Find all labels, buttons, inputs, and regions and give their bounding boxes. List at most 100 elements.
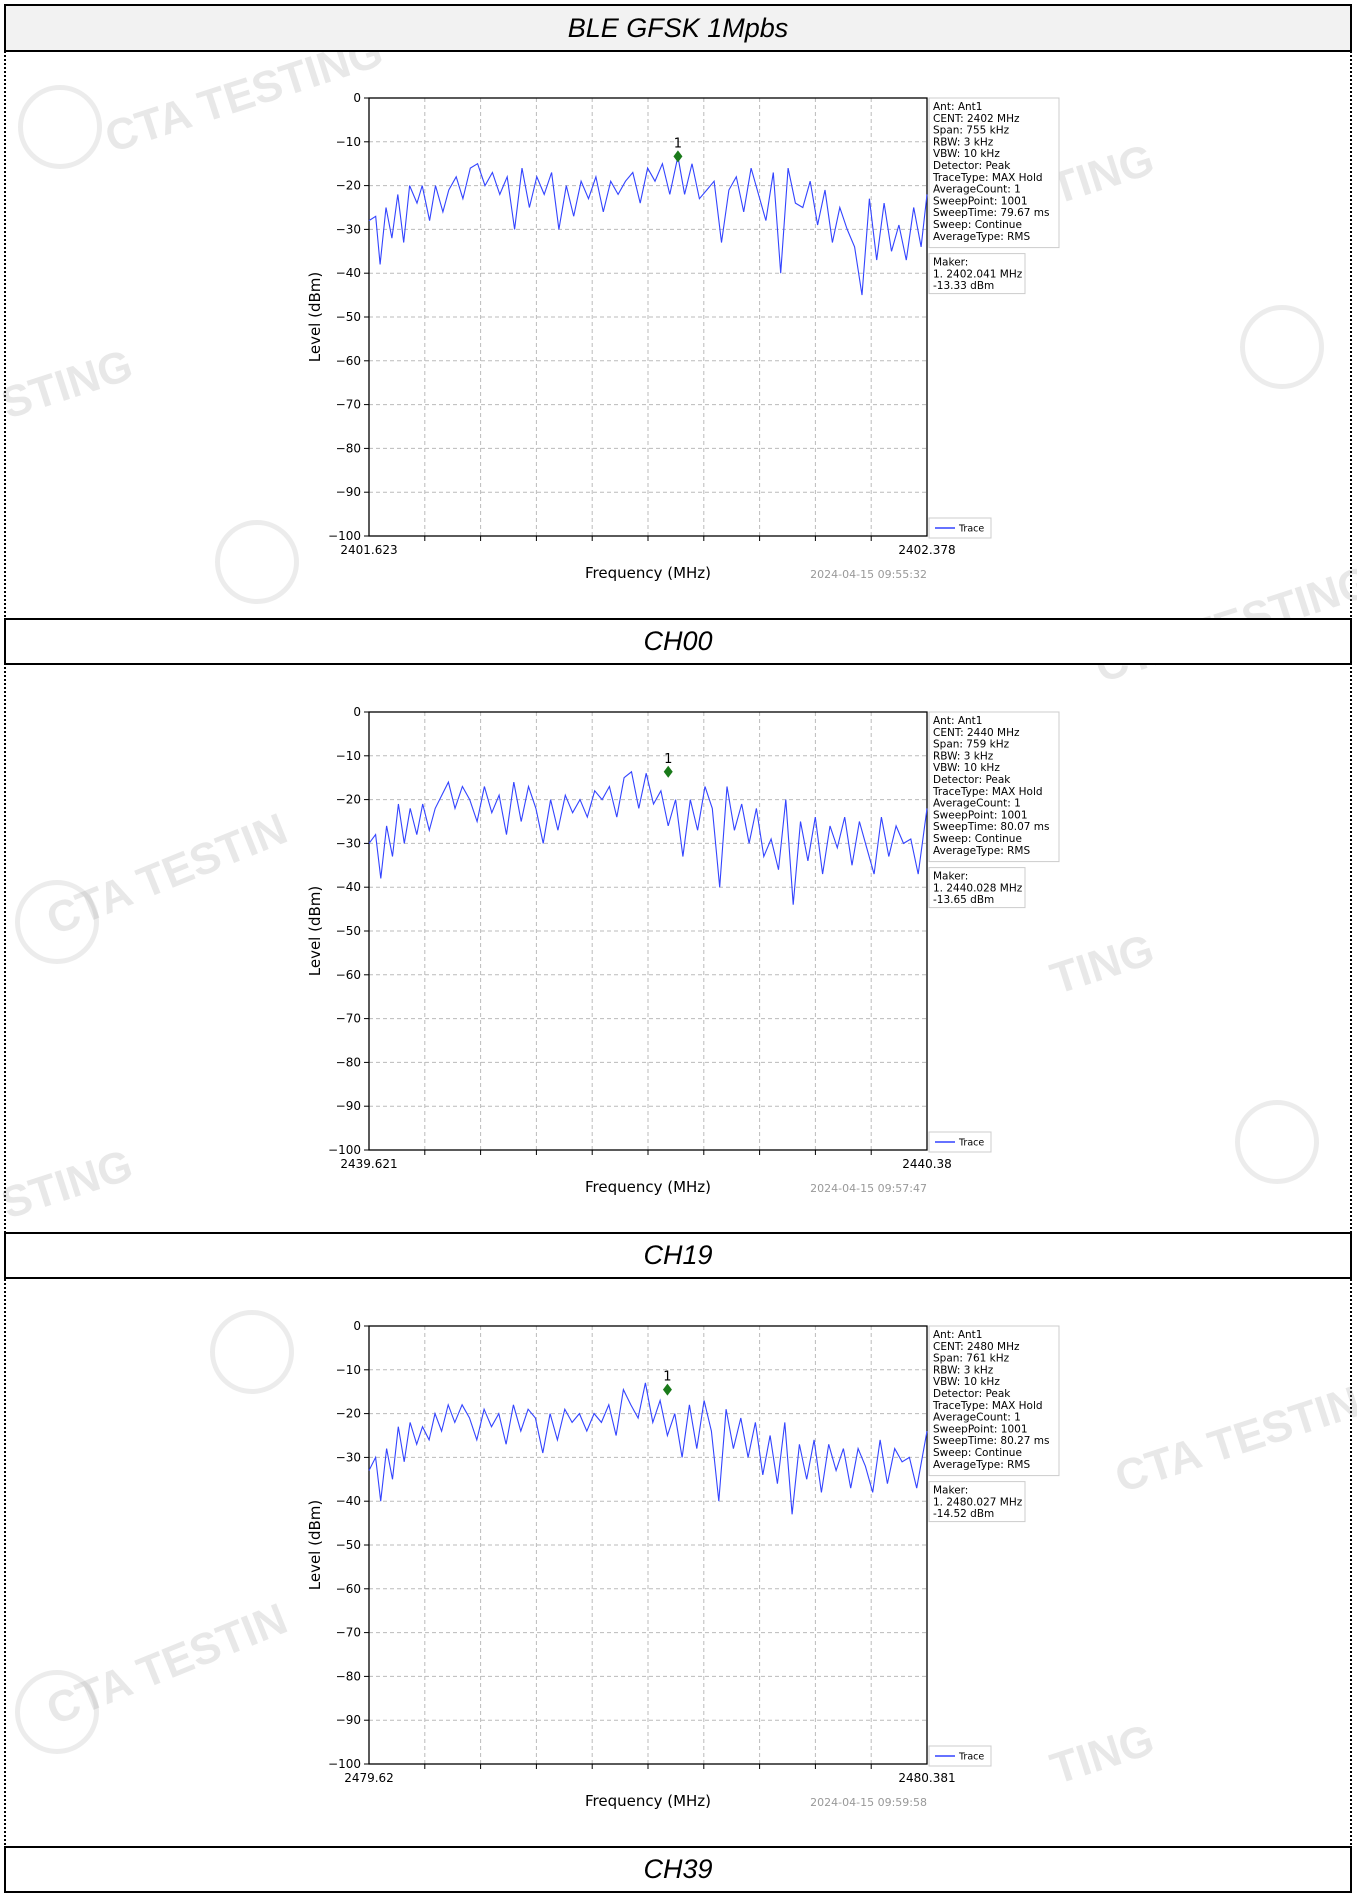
y-tick-label: −10 bbox=[336, 749, 361, 763]
y-tick-label: −100 bbox=[328, 1143, 361, 1157]
info-line: RBW: 3 kHz bbox=[933, 750, 994, 762]
marker-readout-line: -13.65 dBm bbox=[933, 894, 994, 906]
info-line: RBW: 3 kHz bbox=[933, 1364, 994, 1376]
marker-box bbox=[928, 1481, 1026, 1523]
info-line: Span: 755 kHz bbox=[933, 125, 1010, 137]
info-line: Ant: Ant1 bbox=[933, 715, 982, 727]
info-line: Sweep: Continue bbox=[933, 219, 1022, 231]
info-line: Span: 761 kHz bbox=[933, 1353, 1010, 1365]
legend-box bbox=[928, 1131, 992, 1153]
y-tick-label: 0 bbox=[353, 1319, 361, 1333]
x-tick-label: 2479.62 bbox=[344, 1771, 394, 1785]
y-tick-label: −100 bbox=[328, 1757, 361, 1771]
marker-readout-line: 1. 2402.041 MHz bbox=[933, 268, 1023, 280]
document-page bbox=[4, 4, 1352, 1892]
info-line: TraceType: MAX Hold bbox=[932, 1400, 1043, 1412]
info-line: CENT: 2480 MHz bbox=[933, 1341, 1020, 1353]
series-line-trace bbox=[368, 156, 928, 296]
info-line: Detector: Peak bbox=[933, 1388, 1011, 1400]
marker-readout-line: Maker: bbox=[933, 1485, 968, 1497]
info-line: SweepPoint: 1001 bbox=[933, 195, 1028, 207]
y-tick-label: −90 bbox=[336, 1713, 361, 1727]
y-tick-label: −60 bbox=[336, 354, 361, 368]
page-title: BLE GFSK 1Mpbs bbox=[4, 4, 1352, 52]
marker-label: 1 bbox=[664, 752, 672, 767]
caption-ch19: CH19 bbox=[4, 1232, 1352, 1279]
info-line: AverageCount: 1 bbox=[933, 184, 1021, 196]
y-axis-label: Level (dBm) bbox=[306, 272, 324, 363]
x-tick-label: 2402.378 bbox=[898, 543, 955, 557]
timestamp: 2024-04-15 09:57:47 bbox=[810, 1182, 927, 1195]
info-line: Span: 759 kHz bbox=[933, 739, 1010, 751]
marker-label: 1 bbox=[674, 136, 682, 151]
spectrum-plot-ch19: 0 −10 −20 −30 −40 −50 −60 −70 −80 −90 −100 2439.621… bbox=[0, 666, 1357, 1231]
marker-readout-line: 1. 2440.028 MHz bbox=[933, 882, 1023, 894]
info-line: AverageType: RMS bbox=[933, 845, 1030, 857]
info-line: AverageType: RMS bbox=[933, 231, 1030, 243]
info-box bbox=[928, 97, 1060, 249]
plot-frame bbox=[368, 1325, 928, 1765]
x-axis-label: Frequency (MHz) bbox=[585, 1792, 711, 1810]
info-line: AverageCount: 1 bbox=[933, 1412, 1021, 1424]
marker-readout-line: 1. 2480.027 MHz bbox=[933, 1496, 1023, 1508]
y-tick-label: −40 bbox=[336, 880, 361, 894]
series-line-trace bbox=[368, 1382, 928, 1515]
marker-box bbox=[928, 253, 1026, 295]
y-axis-label: Level (dBm) bbox=[306, 1500, 324, 1591]
timestamp: 2024-04-15 09:59:58 bbox=[810, 1796, 927, 1809]
y-tick-label: −20 bbox=[336, 793, 361, 807]
spectrum-plot-ch00: 0 −10 −20 −30 −40 −50 −60 −70 −80 −90 −100 2401.623… bbox=[0, 52, 1357, 617]
marker-label: 1 bbox=[663, 1370, 671, 1385]
y-axis-label: Level (dBm) bbox=[306, 886, 324, 977]
info-line: CENT: 2440 MHz bbox=[933, 727, 1020, 739]
y-tick-label: −30 bbox=[336, 1450, 361, 1464]
y-tick-label: −10 bbox=[336, 135, 361, 149]
legend-label: Trace bbox=[958, 1138, 984, 1149]
legend-box bbox=[928, 1745, 992, 1767]
x-tick-label: 2440.38 bbox=[902, 1157, 952, 1171]
y-tick-label: −90 bbox=[336, 485, 361, 499]
y-tick-label: −50 bbox=[336, 924, 361, 938]
info-line: TraceType: MAX Hold bbox=[932, 172, 1043, 184]
info-line: AverageCount: 1 bbox=[933, 798, 1021, 810]
info-line: CENT: 2402 MHz bbox=[933, 113, 1020, 125]
info-line: VBW: 10 kHz bbox=[933, 1376, 1000, 1388]
info-line: SweepTime: 80.07 ms bbox=[933, 821, 1050, 833]
spectrum-plot-ch39: 0 −10 −20 −30 −40 −50 −60 −70 −80 −90 −100 2479.62 2… bbox=[0, 1280, 1357, 1845]
y-tick-label: −30 bbox=[336, 836, 361, 850]
y-tick-label: −90 bbox=[336, 1099, 361, 1113]
y-tick-label: −100 bbox=[328, 529, 361, 543]
marker-readout-line: Maker: bbox=[933, 871, 968, 883]
marker-readout-line: Maker: bbox=[933, 257, 968, 269]
y-tick-label: −80 bbox=[336, 1055, 361, 1069]
x-axis-label: Frequency (MHz) bbox=[585, 1178, 711, 1196]
caption-ch39: CH39 bbox=[4, 1846, 1352, 1893]
info-line: SweepTime: 79.67 ms bbox=[933, 207, 1050, 219]
info-line: VBW: 10 kHz bbox=[933, 148, 1000, 160]
y-tick-label: −40 bbox=[336, 266, 361, 280]
info-line: Sweep: Continue bbox=[933, 833, 1022, 845]
info-line: Ant: Ant1 bbox=[933, 1329, 982, 1341]
x-tick-label: 2439.621 bbox=[340, 1157, 397, 1171]
plot-frame bbox=[368, 711, 928, 1151]
y-tick-label: −30 bbox=[336, 222, 361, 236]
info-box bbox=[928, 711, 1060, 863]
legend-label: Trace bbox=[958, 1752, 984, 1763]
y-tick-label: −50 bbox=[336, 310, 361, 324]
info-line: SweepPoint: 1001 bbox=[933, 1423, 1028, 1435]
y-tick-label: 0 bbox=[353, 91, 361, 105]
y-tick-label: −40 bbox=[336, 1494, 361, 1508]
y-tick-label: −60 bbox=[336, 968, 361, 982]
marker-point bbox=[662, 1383, 672, 1396]
y-tick-label: −10 bbox=[336, 1363, 361, 1377]
info-line: SweepPoint: 1001 bbox=[933, 809, 1028, 821]
info-line: Ant: Ant1 bbox=[933, 101, 982, 113]
caption-ch00: CH00 bbox=[4, 618, 1352, 665]
x-tick-label: 2401.623 bbox=[340, 543, 397, 557]
marker-point bbox=[673, 150, 683, 163]
info-line: AverageType: RMS bbox=[933, 1459, 1030, 1471]
info-box bbox=[928, 1325, 1060, 1477]
legend-box bbox=[928, 517, 992, 539]
info-line: Sweep: Continue bbox=[933, 1447, 1022, 1459]
